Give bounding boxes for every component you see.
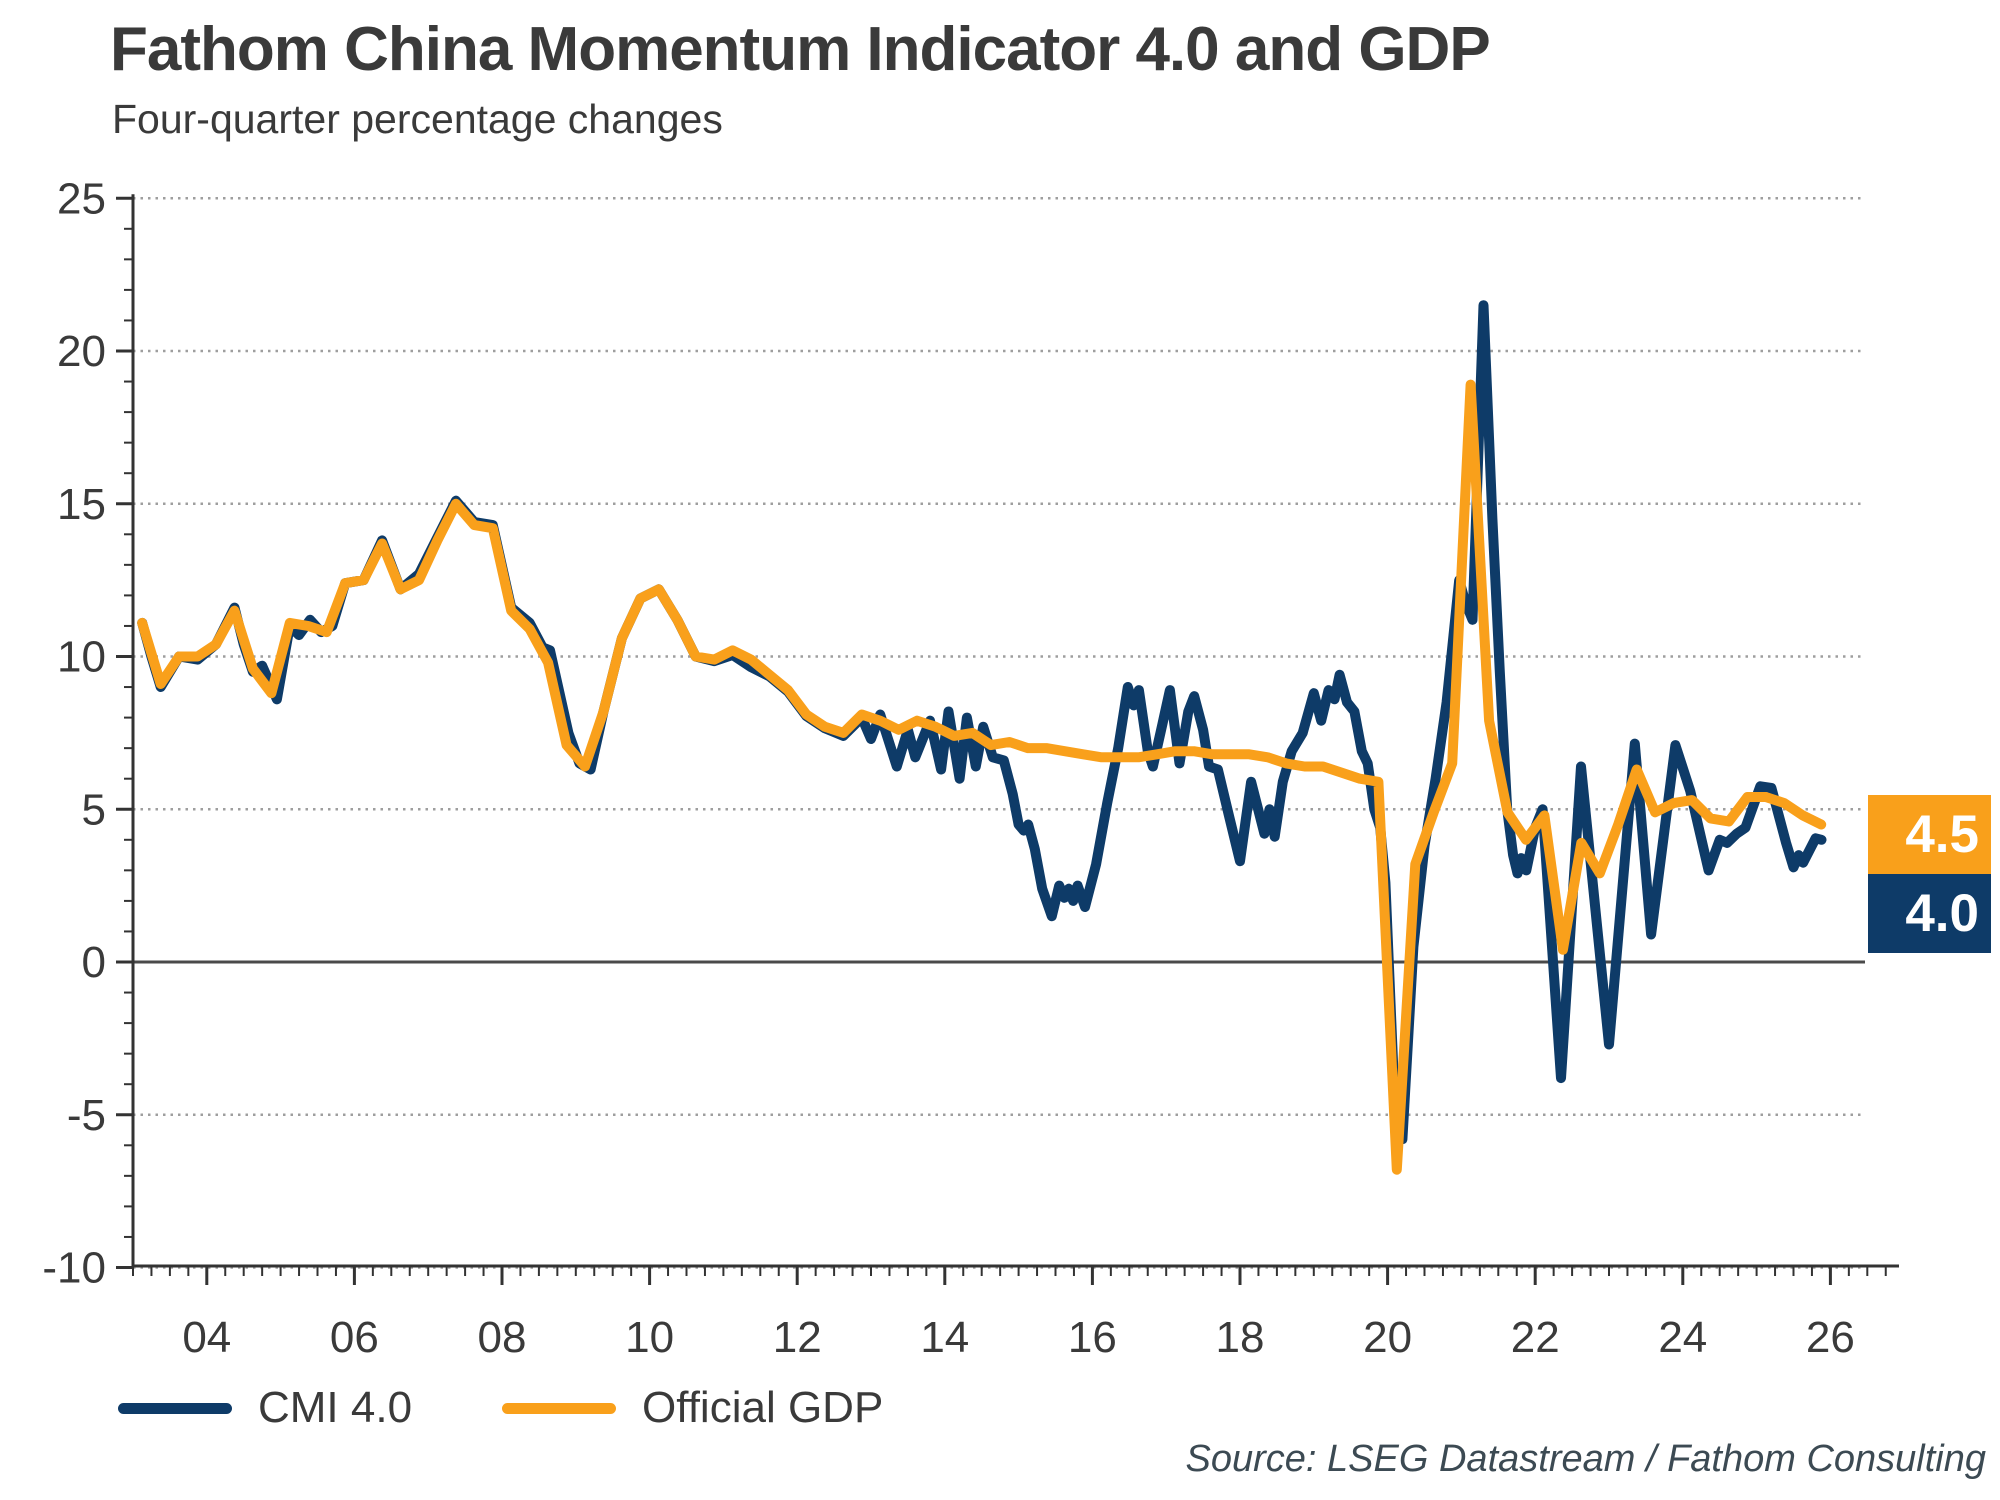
x-tick-label: 16 [1068,1313,1117,1362]
gdp-line-swatch-icon [502,1402,617,1414]
y-axis: 25 20 15 10 5 0 -5 -10 [42,174,135,1293]
legend-label-cmi: CMI 4.0 [258,1383,413,1432]
x-tick-label: 06 [330,1313,379,1362]
cmi-line [137,300,1827,1145]
y-tick-label: -10 [42,1244,106,1293]
cmi-line-swatch-icon [118,1402,232,1414]
x-tick-label: 24 [1658,1313,1707,1362]
gdp-line [137,379,1827,1175]
legend-label-gdp: Official GDP [642,1383,884,1432]
chart-title: Fathom China Momentum Indicator 4.0 and … [110,15,1491,84]
y-tick-label: 15 [57,480,106,529]
x-tick-label: 04 [182,1313,231,1362]
chart-legend: CMI 4.0 Official GDP [118,1380,883,1436]
x-tick-label: 26 [1806,1313,1855,1362]
cmi-end-value: 4.0 [1905,884,1979,943]
x-tick-label: 14 [920,1313,969,1362]
legend-item-gdp: Official GDP [502,1383,883,1433]
gdp-end-value: 4.5 [1905,805,1979,864]
gridlines [133,197,1865,1269]
chart-subtitle: Four-quarter percentage changes [112,96,723,142]
y-tick-label: 10 [57,633,106,682]
source-note: Source: LSEG Datastream / Fathom Consult… [1185,1438,1986,1480]
x-tick-label: 10 [625,1313,674,1362]
x-tick-label: 18 [1216,1313,1265,1362]
y-tick-label: 0 [82,938,106,987]
x-tick-label: 12 [773,1313,822,1362]
x-axis: 04 06 08 10 12 14 16 18 20 22 24 26 [132,1264,1899,1362]
gdp-end-value-badge: 4.5 [1868,795,1991,874]
x-tick-label: 22 [1511,1313,1560,1362]
cmi-end-value-badge: 4.0 [1868,874,1991,953]
y-tick-label: 5 [82,785,106,834]
x-tick-label: 20 [1363,1313,1412,1362]
y-tick-label: 20 [57,327,106,376]
legend-item-cmi: CMI 4.0 [118,1383,412,1433]
x-tick-label: 08 [478,1313,527,1362]
y-tick-label: 25 [57,174,106,223]
y-tick-label: -5 [67,1091,106,1140]
